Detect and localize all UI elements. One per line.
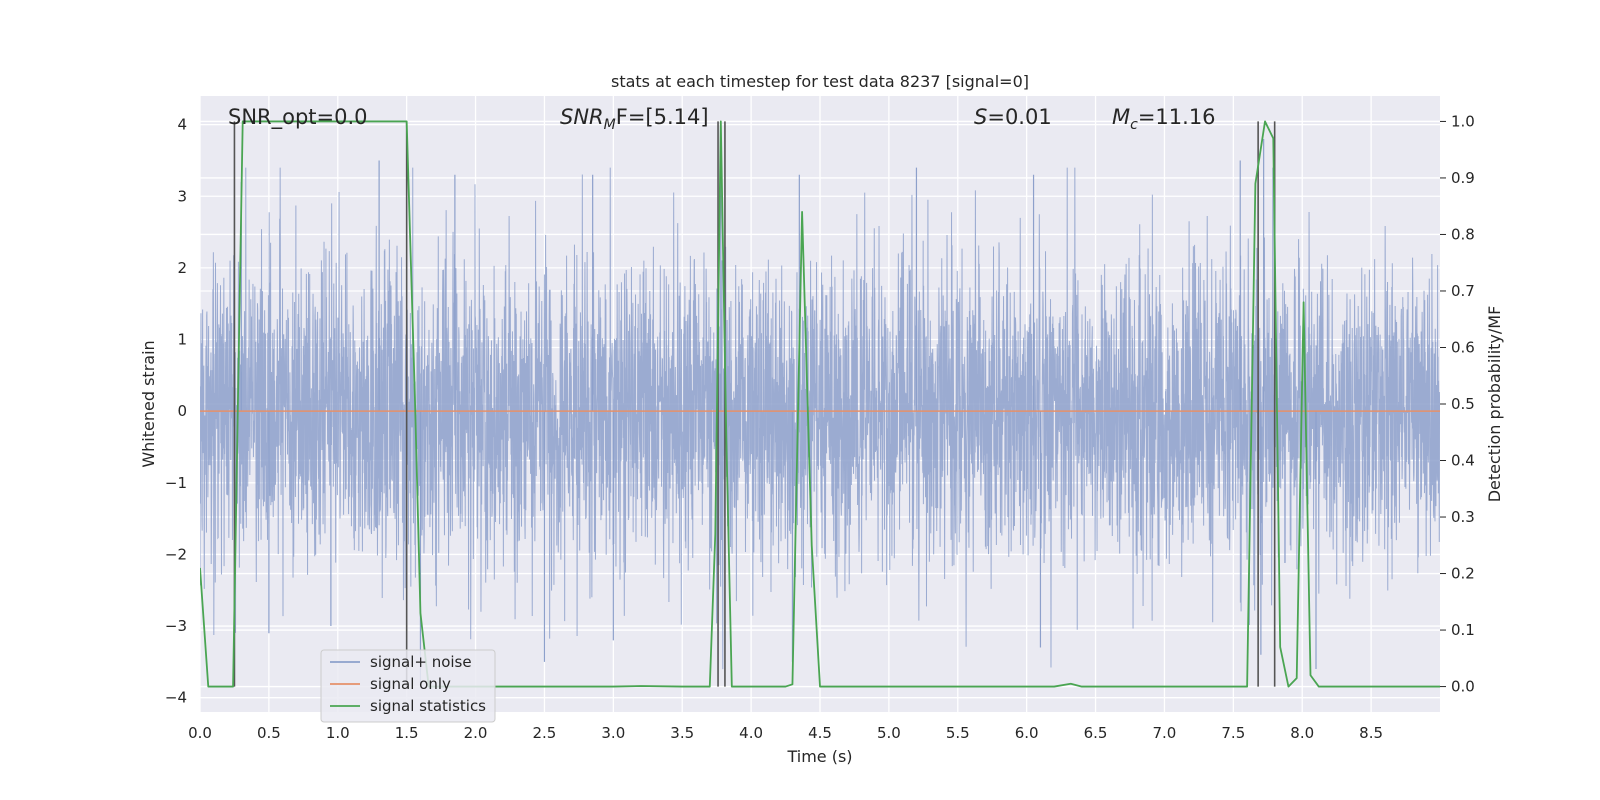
y-left-tick-label-0: −4 bbox=[165, 689, 187, 707]
x-tick-label-4: 2.0 bbox=[464, 724, 488, 742]
x-tick-label-3: 1.5 bbox=[395, 724, 419, 742]
x-tick-label-12: 6.0 bbox=[1015, 724, 1039, 742]
x-tick-label-6: 3.0 bbox=[601, 724, 625, 742]
x-tick-label-9: 4.5 bbox=[808, 724, 832, 742]
y-right-tick-label-6: 0.6 bbox=[1451, 338, 1475, 356]
x-tick-label-7: 3.5 bbox=[670, 724, 694, 742]
series-signal-statistics bbox=[200, 120, 1440, 688]
y-right-tick-label-10: 1.0 bbox=[1451, 112, 1475, 130]
annotation-snr-mf: SNRMF=[5.14] bbox=[560, 105, 709, 133]
y-left-tick-label-6: 2 bbox=[177, 259, 187, 277]
legend: signal+ noise signal only signal statist… bbox=[320, 649, 496, 723]
y-right-tick-label-0: 0.0 bbox=[1451, 678, 1475, 696]
y-left-tick-label-8: 4 bbox=[177, 116, 187, 134]
x-tick-label-2: 1.0 bbox=[326, 724, 350, 742]
y-right-tick-label-5: 0.5 bbox=[1451, 395, 1475, 413]
y-left-tick-label-1: −3 bbox=[165, 617, 187, 635]
annotation-s: S=0.01 bbox=[974, 105, 1052, 129]
annotation-snr-opt: SNR_opt=0.0 bbox=[228, 105, 368, 130]
legend-label-signal-statistics: signal statistics bbox=[370, 697, 486, 715]
y-left-tick-label-4: 0 bbox=[177, 402, 187, 420]
x-tick-label-15: 7.5 bbox=[1221, 724, 1245, 742]
y-left-tick-labels: −4 −3 −2 −1 0 1 2 3 4 bbox=[165, 116, 187, 707]
y-axis-label-right: Detection probability/MF bbox=[1485, 306, 1504, 503]
x-tick-label-5: 2.5 bbox=[533, 724, 557, 742]
y-right-tick-label-7: 0.7 bbox=[1451, 282, 1475, 300]
y-left-tick-label-2: −2 bbox=[165, 545, 187, 563]
x-tick-label-8: 4.0 bbox=[739, 724, 763, 742]
x-tick-label-10: 5.0 bbox=[877, 724, 901, 742]
annotation-mc: Mc=11.16 bbox=[1112, 105, 1216, 133]
x-tick-label-14: 7.0 bbox=[1153, 724, 1177, 742]
y-right-tick-labels: 0.0 0.1 0.2 0.3 0.4 0.5 0.6 0.7 0.8 0.9 1.0 bbox=[1440, 112, 1475, 696]
legend-label-signal-noise: signal+ noise bbox=[370, 653, 472, 671]
x-tick-label-13: 6.5 bbox=[1084, 724, 1108, 742]
plot-series-wrap bbox=[200, 120, 1440, 688]
y-left-tick-label-7: 3 bbox=[177, 187, 187, 205]
y-right-tick-label-2: 0.2 bbox=[1451, 565, 1475, 583]
signal-statistics-line bbox=[200, 120, 1440, 688]
x-tick-label-11: 5.5 bbox=[946, 724, 970, 742]
y-right-tick-label-3: 0.3 bbox=[1451, 508, 1475, 526]
x-tick-label-1: 0.5 bbox=[257, 724, 281, 742]
y-right-tick-label-1: 0.1 bbox=[1451, 621, 1475, 639]
y-right-tick-label-8: 0.8 bbox=[1451, 225, 1475, 243]
x-tick-label-0: 0.0 bbox=[188, 724, 212, 742]
x-tick-label-17: 8.5 bbox=[1359, 724, 1383, 742]
x-axis-label: Time (s) bbox=[786, 747, 852, 766]
y-right-tick-label-4: 0.4 bbox=[1451, 452, 1475, 470]
y-right-tick-label-9: 0.9 bbox=[1451, 169, 1475, 187]
legend-label-signal-only: signal only bbox=[370, 675, 451, 693]
y-axis-label-left: Whitened strain bbox=[139, 340, 158, 467]
x-tick-labels: 0.0 0.5 1.0 1.5 2.0 2.5 3.0 3.5 4.0 4.5 5.0 5.5 6.0 6… bbox=[188, 724, 1383, 742]
x-tick-label-16: 8.0 bbox=[1290, 724, 1314, 742]
y-left-tick-label-5: 1 bbox=[177, 331, 187, 349]
y-left-tick-label-3: −1 bbox=[165, 474, 187, 492]
legend-box bbox=[320, 649, 496, 723]
chart-title: stats at each timestep for test data 823… bbox=[611, 72, 1029, 91]
series-signal-noise bbox=[200, 138, 1440, 684]
